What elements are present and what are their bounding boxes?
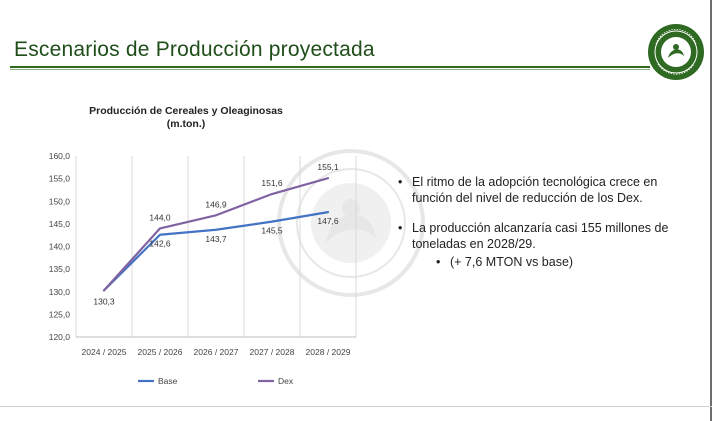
x-tick-label: 2026 / 2027 — [194, 347, 239, 357]
series-line-dex — [102, 177, 330, 292]
y-tick-label: 140,0 — [49, 242, 71, 252]
y-tick-label: 160,0 — [49, 151, 71, 161]
sub-bullet-text: (+ 7,6 MTON vs base) — [450, 255, 574, 269]
x-tick-label: 2027 / 2028 — [250, 347, 295, 357]
chart-title: Producción de Cereales y Oleaginosas — [89, 105, 283, 117]
data-label: 146,9 — [205, 199, 227, 209]
y-tick-label: 155,0 — [49, 174, 71, 184]
y-tick-label: 125,0 — [49, 309, 71, 319]
y-tick-label: 150,0 — [49, 196, 71, 206]
y-tick-label: 120,0 — [49, 332, 71, 342]
y-tick-label: 130,0 — [49, 287, 71, 297]
legend-label: Dex — [278, 376, 294, 386]
chart-subtitle: (m.ton.) — [167, 118, 206, 130]
line-chart: Producción de Cereales y Oleaginosas (m.… — [49, 105, 357, 386]
sub-bullet-item: • (+ 7,6 MTON vs base) — [436, 254, 698, 270]
x-tick-label: 2025 / 2026 — [138, 347, 183, 357]
data-label: 155,1 — [317, 162, 339, 172]
bullet-item: • La producción alcanzaría casi 155 mill… — [398, 220, 698, 270]
slide-bottom-edge — [0, 406, 712, 407]
data-label: 145,5 — [261, 226, 283, 236]
title-rule — [10, 66, 650, 68]
data-label: 143,7 — [205, 234, 227, 244]
data-label: 147,6 — [317, 216, 339, 226]
institution-seal-logo — [648, 24, 704, 80]
bullet-text: El ritmo de la adopción tecnológica crec… — [412, 175, 658, 205]
slide-title: Escenarios de Producción proyectada — [14, 38, 375, 61]
y-tick-label: 135,0 — [49, 264, 71, 274]
bullet-dot: • — [398, 221, 403, 235]
y-tick-label: 145,0 — [49, 219, 71, 229]
bullet-dot: • — [398, 175, 403, 189]
bullet-list: • El ritmo de la adopción tecnológica cr… — [398, 174, 698, 284]
legend-label: Base — [158, 376, 178, 386]
bullet-item: • El ritmo de la adopción tecnológica cr… — [398, 174, 698, 206]
title-rule-thin — [10, 69, 650, 70]
data-label: 144,0 — [149, 212, 171, 222]
series-line-base — [102, 211, 330, 292]
bullet-dot: • — [436, 255, 441, 269]
data-label: 151,6 — [261, 178, 283, 188]
slide-edge — [710, 0, 712, 421]
data-label: 130,3 — [93, 296, 115, 306]
data-label: 142,6 — [149, 239, 171, 249]
x-tick-label: 2024 / 2025 — [82, 347, 127, 357]
x-tick-label: 2028 / 2029 — [306, 347, 351, 357]
bullet-text: La producción alcanzaría casi 155 millon… — [412, 221, 669, 251]
